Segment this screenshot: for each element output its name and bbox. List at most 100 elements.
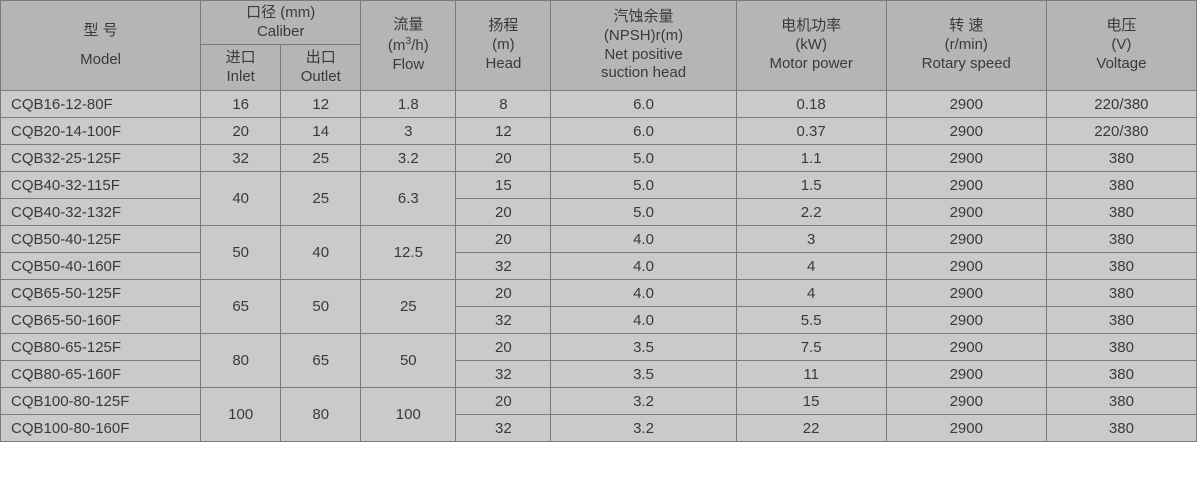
table-row: CQB65-50-125F655025204.042900380	[1, 280, 1197, 307]
table-cell: 380	[1046, 145, 1196, 172]
table-cell: CQB50-40-160F	[1, 253, 201, 280]
table-cell: 20	[456, 334, 551, 361]
table-cell: 3.5	[551, 334, 736, 361]
table-cell: 80	[281, 388, 361, 442]
table-cell: 3.2	[551, 388, 736, 415]
table-cell: 2900	[886, 307, 1046, 334]
table-cell: CQB100-80-125F	[1, 388, 201, 415]
table-cell: 380	[1046, 172, 1196, 199]
table-cell: 2900	[886, 388, 1046, 415]
table-row: CQB20-14-100F20143126.00.372900220/380	[1, 118, 1197, 145]
table-cell: CQB40-32-115F	[1, 172, 201, 199]
flow-unit: (m3/h)	[361, 35, 455, 56]
table-cell: 4	[736, 280, 886, 307]
table-cell: 20	[201, 118, 281, 145]
table-cell: 32	[201, 145, 281, 172]
table-cell: 4.0	[551, 226, 736, 253]
table-cell: CQB80-65-160F	[1, 361, 201, 388]
table-row: CQB16-12-80F16121.886.00.182900220/380	[1, 91, 1197, 118]
table-row: CQB40-32-115F40256.3155.01.52900380	[1, 172, 1197, 199]
table-row: CQB50-40-160F324.042900380	[1, 253, 1197, 280]
table-cell: 2900	[886, 145, 1046, 172]
table-cell: 380	[1046, 280, 1196, 307]
table-cell: 6.0	[551, 91, 736, 118]
table-cell: 380	[1046, 253, 1196, 280]
table-cell: 4.0	[551, 280, 736, 307]
table-row: CQB100-80-125F10080100203.2152900380	[1, 388, 1197, 415]
table-body: CQB16-12-80F16121.886.00.182900220/380CQ…	[1, 91, 1197, 442]
table-cell: 380	[1046, 361, 1196, 388]
th-speed: 转 速 (r/min) Rotary speed	[886, 1, 1046, 91]
table-cell: 3	[736, 226, 886, 253]
table-row: CQB65-50-160F324.05.52900380	[1, 307, 1197, 334]
table-cell: 6.3	[361, 172, 456, 226]
pump-spec-table: 型 号 Model 口径 (mm) Caliber 流量 (m3/h) Flow…	[0, 0, 1197, 442]
table-cell: 2900	[886, 172, 1046, 199]
table-cell: CQB20-14-100F	[1, 118, 201, 145]
table-cell: 20	[456, 199, 551, 226]
table-cell: 220/380	[1046, 91, 1196, 118]
table-cell: 3.5	[551, 361, 736, 388]
th-flow: 流量 (m3/h) Flow	[361, 1, 456, 91]
table-cell: 2900	[886, 226, 1046, 253]
table-cell: 50	[201, 226, 281, 280]
table-cell: 50	[281, 280, 361, 334]
table-cell: CQB100-80-160F	[1, 415, 201, 442]
th-npsh: 汽蚀余量 (NPSH)r(m) Net positive suction hea…	[551, 1, 736, 91]
table-cell: 5.0	[551, 199, 736, 226]
table-cell: 3	[361, 118, 456, 145]
table-cell: 20	[456, 145, 551, 172]
table-cell: 3.2	[361, 145, 456, 172]
table-row: CQB50-40-125F504012.5204.032900380	[1, 226, 1197, 253]
table-cell: 380	[1046, 388, 1196, 415]
table-cell: 15	[456, 172, 551, 199]
table-cell: 4.0	[551, 307, 736, 334]
table-row: CQB32-25-125F32253.2205.01.12900380	[1, 145, 1197, 172]
table-cell: 5.5	[736, 307, 886, 334]
table-cell: 15	[736, 388, 886, 415]
th-inlet: 进口 Inlet	[201, 45, 281, 91]
table-header: 型 号 Model 口径 (mm) Caliber 流量 (m3/h) Flow…	[1, 1, 1197, 91]
table-cell: 32	[456, 415, 551, 442]
table-cell: 12.5	[361, 226, 456, 280]
table-cell: 2900	[886, 361, 1046, 388]
table-cell: 2.2	[736, 199, 886, 226]
table-cell: 8	[456, 91, 551, 118]
table-cell: 2900	[886, 415, 1046, 442]
table-cell: 32	[456, 253, 551, 280]
table-cell: 2900	[886, 118, 1046, 145]
th-caliber: 口径 (mm) Caliber	[201, 1, 361, 45]
table-row: CQB40-32-132F205.02.22900380	[1, 199, 1197, 226]
table-cell: 65	[281, 334, 361, 388]
table-cell: 380	[1046, 334, 1196, 361]
table-cell: 65	[201, 280, 281, 334]
table-cell: CQB16-12-80F	[1, 91, 201, 118]
table-cell: CQB65-50-125F	[1, 280, 201, 307]
th-head: 扬程 (m) Head	[456, 1, 551, 91]
table-cell: 20	[456, 388, 551, 415]
th-volt: 电压 (V) Voltage	[1046, 1, 1196, 91]
table-row: CQB80-65-125F806550203.57.52900380	[1, 334, 1197, 361]
table-cell: 0.18	[736, 91, 886, 118]
table-cell: 4	[736, 253, 886, 280]
table-cell: 100	[361, 388, 456, 442]
table-cell: 11	[736, 361, 886, 388]
table-cell: 2900	[886, 91, 1046, 118]
table-cell: 20	[456, 280, 551, 307]
table-cell: 20	[456, 226, 551, 253]
table-cell: 100	[201, 388, 281, 442]
table-cell: 0.37	[736, 118, 886, 145]
table-cell: 25	[281, 145, 361, 172]
table-cell: 1.1	[736, 145, 886, 172]
table-cell: CQB50-40-125F	[1, 226, 201, 253]
table-cell: 380	[1046, 415, 1196, 442]
table-cell: 5.0	[551, 172, 736, 199]
table-cell: 5.0	[551, 145, 736, 172]
table-cell: 32	[456, 307, 551, 334]
table-cell: 220/380	[1046, 118, 1196, 145]
table-cell: 3.2	[551, 415, 736, 442]
table-row: CQB100-80-160F323.2222900380	[1, 415, 1197, 442]
table-cell: 380	[1046, 199, 1196, 226]
table-cell: 14	[281, 118, 361, 145]
table-cell: 50	[361, 334, 456, 388]
